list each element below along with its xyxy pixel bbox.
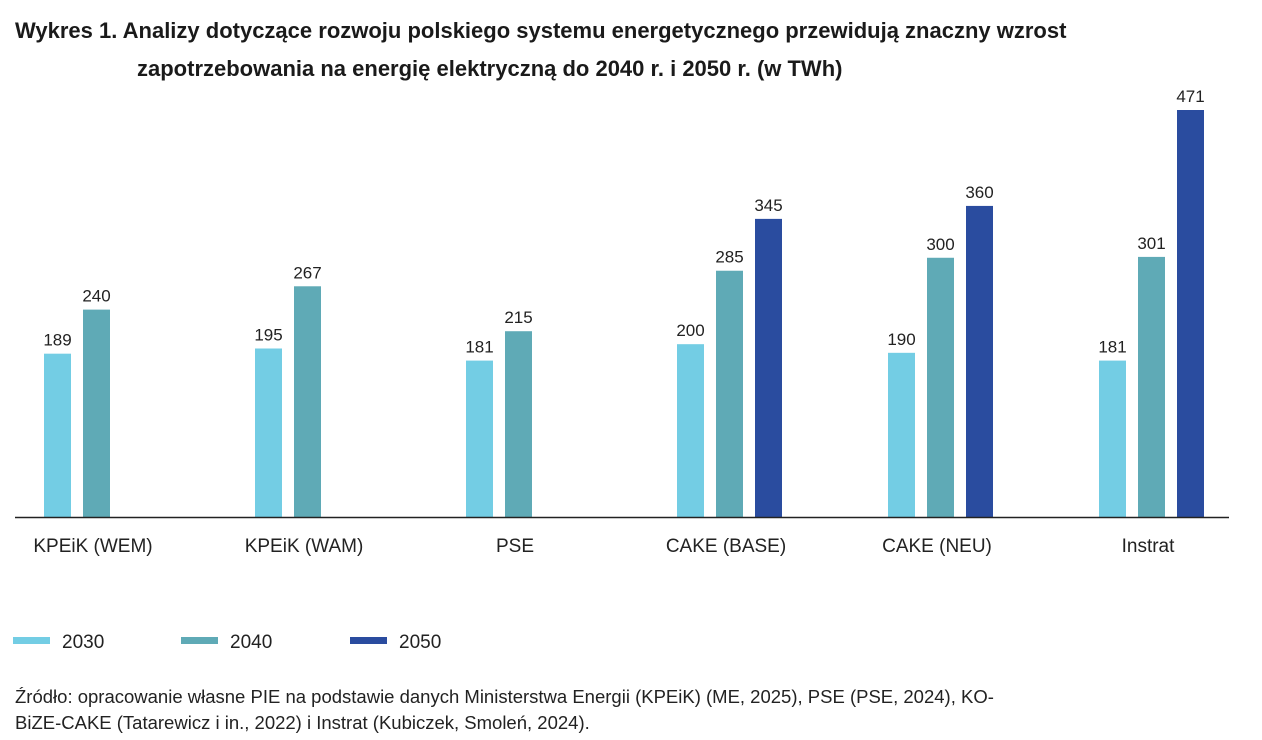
data-label: 200 bbox=[676, 321, 704, 340]
bar-2030 bbox=[44, 353, 71, 517]
bar-2050 bbox=[1177, 110, 1204, 517]
bar-2040 bbox=[716, 270, 743, 517]
category-label: KPEiK (WEM) bbox=[33, 536, 152, 557]
bar-2050 bbox=[755, 218, 782, 518]
legend-label: 2040 bbox=[230, 632, 272, 653]
data-label: 300 bbox=[926, 235, 954, 254]
legend-swatch-2050 bbox=[350, 637, 387, 644]
legend-label: 2030 bbox=[62, 632, 104, 653]
bar-2040 bbox=[505, 331, 532, 517]
bar-2030 bbox=[888, 352, 915, 517]
category-label: PSE bbox=[496, 536, 534, 557]
data-label: 301 bbox=[1137, 234, 1165, 253]
data-label: 285 bbox=[715, 248, 743, 267]
source-line2: BiZE-CAKE (Tatarewicz i in., 2022) i Ins… bbox=[15, 712, 590, 733]
category-label: Instrat bbox=[1122, 536, 1176, 557]
data-label: 240 bbox=[82, 287, 110, 306]
data-label: 471 bbox=[1176, 87, 1204, 106]
bar-2030 bbox=[466, 360, 493, 517]
bar-chart: 189 240 KPEiK (WEM) 195 267 KPEiK (WAM) 181 215… bbox=[13, 87, 1229, 653]
category-label: KPEiK (WAM) bbox=[245, 536, 364, 557]
category-label: CAKE (BASE) bbox=[666, 536, 786, 557]
chart-title-line1: Wykres 1. Analizy dotyczące rozwoju pols… bbox=[15, 18, 1067, 43]
bar-2040 bbox=[927, 257, 954, 517]
bar-2030 bbox=[677, 344, 704, 517]
bar-2040 bbox=[83, 309, 110, 517]
bar-2040 bbox=[294, 286, 321, 517]
data-label: 345 bbox=[754, 196, 782, 215]
category-label: CAKE (NEU) bbox=[882, 536, 992, 557]
legend-swatch-2030 bbox=[13, 637, 50, 644]
data-label: 215 bbox=[504, 308, 532, 327]
bar-2030 bbox=[255, 348, 282, 517]
source-line1: Źródło: opracowanie własne PIE na podsta… bbox=[15, 686, 994, 707]
data-label: 181 bbox=[465, 338, 493, 357]
data-label: 189 bbox=[43, 331, 71, 350]
legend-swatch-2040 bbox=[181, 637, 218, 644]
data-label: 195 bbox=[254, 325, 282, 344]
bar-2030 bbox=[1099, 360, 1126, 517]
bar-2040 bbox=[1138, 256, 1165, 517]
data-label: 360 bbox=[965, 183, 993, 202]
data-label: 190 bbox=[887, 330, 915, 349]
legend-label: 2050 bbox=[399, 632, 441, 653]
bar-2050 bbox=[966, 205, 993, 518]
source-note: Źródło: opracowanie własne PIE na podsta… bbox=[15, 684, 1255, 736]
chart-title-line2: zapotrzebowania na energię elektryczną d… bbox=[137, 56, 843, 81]
data-label: 181 bbox=[1098, 338, 1126, 357]
data-label: 267 bbox=[293, 263, 321, 282]
